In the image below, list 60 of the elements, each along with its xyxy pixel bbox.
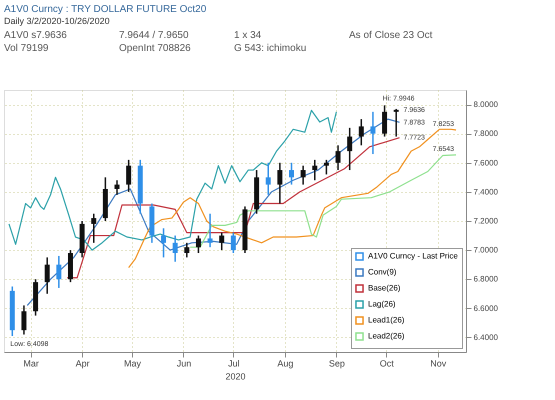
x-tick-label: Sep [328, 358, 345, 368]
candlestick [172, 234, 178, 263]
candlestick [312, 159, 318, 181]
candlestick [347, 127, 352, 171]
x-axis-title: 2020 [225, 372, 246, 382]
x-tick-label: Jun [176, 358, 192, 368]
legend-label: Conv(9) [368, 268, 397, 276]
candlestick [161, 228, 166, 258]
candlestick [126, 159, 132, 193]
candlestick [56, 255, 62, 289]
x-tick-label: May [124, 358, 142, 368]
text: G 543: ichimoku [234, 43, 306, 54]
candlestick [219, 232, 224, 251]
candlestick [289, 162, 294, 186]
legend-label: A1V0 Curncy - Last Price [368, 252, 458, 260]
y-tick-label: 6.6000 [474, 304, 499, 313]
chart-title: A1V0 Curncy : TRY DOLLAR FUTURE Oct20 [4, 4, 207, 15]
y-tick-label: 7.0000 [474, 246, 499, 255]
text: 1 x 34 [234, 30, 262, 41]
y-tick-label: 7.8000 [474, 129, 499, 138]
candlestick [44, 256, 50, 295]
candlestick [394, 108, 399, 138]
candlestick [382, 104, 388, 138]
x-tick-label: Oct [380, 358, 394, 368]
x-tick-label: Jul [228, 358, 240, 368]
candlestick [277, 162, 282, 204]
line-series [8, 110, 337, 251]
legend-label: Base(26) [368, 284, 401, 292]
candlestick [358, 118, 364, 146]
x-tick-label: Mar [23, 358, 39, 368]
text: A1V0 s7.9636 [4, 30, 68, 41]
y-tick-label: 7.4000 [474, 187, 499, 196]
candlestick [208, 212, 213, 248]
chart-subtitle: Daily 3/2/2020-10/26/2020 [4, 16, 110, 26]
y-tick-label: 7.6000 [474, 158, 499, 168]
y-tick-label: 7.2000 [474, 216, 499, 226]
candlestick [266, 162, 271, 196]
y-tick-label: 8.0000 [474, 100, 499, 110]
x-tick-label: Nov [430, 358, 447, 368]
candlestick [21, 304, 26, 336]
legend-label: Lead2(26) [368, 332, 405, 340]
line-series [128, 128, 457, 268]
y-tick-label: 6.8000 [474, 274, 499, 284]
candlestick [91, 212, 96, 244]
x-tick-label: Aug [277, 358, 294, 368]
text: Vol 79199 [4, 43, 49, 54]
candlestick [196, 234, 201, 254]
x-tick-label: Apr [76, 358, 90, 368]
candlestick [184, 242, 190, 258]
candlestick [114, 179, 120, 196]
text: 7.9644 / 7.9650 [119, 30, 189, 41]
text: As of Close 23 Oct [349, 30, 433, 41]
y-tick-label: 6.4000 [474, 332, 499, 342]
legend-label: Lag(26) [368, 300, 396, 308]
legend-label: Lead1(26) [368, 316, 405, 324]
candlestick [370, 111, 376, 155]
candlestick [230, 232, 236, 254]
text: OpenInt 708826 [119, 43, 192, 54]
candlestick [300, 164, 306, 186]
candlestick [336, 144, 341, 171]
